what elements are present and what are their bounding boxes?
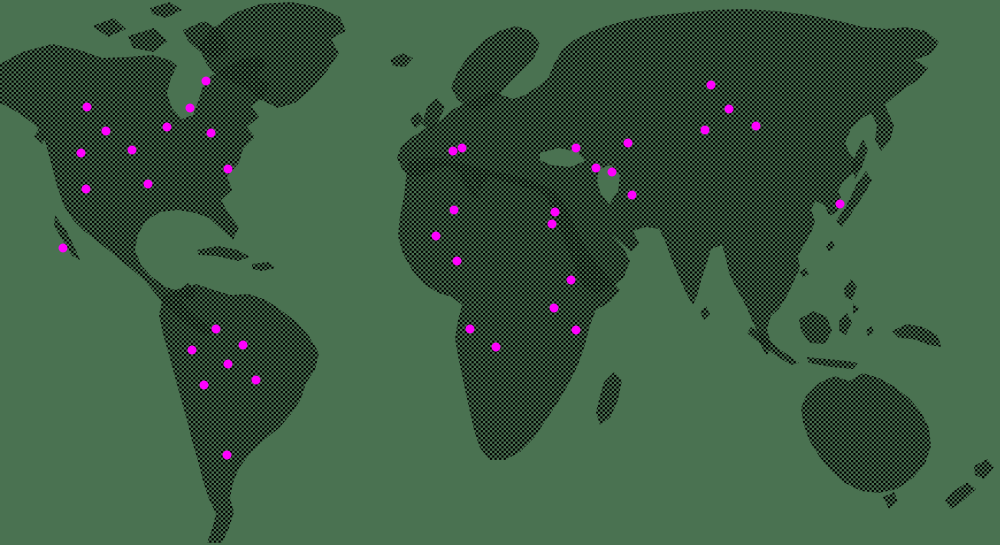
location-marker-north-america[interactable] (81, 184, 91, 194)
location-marker-north-america[interactable] (185, 103, 195, 113)
landmass-new-zealand (945, 459, 994, 509)
location-marker-asia[interactable] (835, 199, 845, 209)
location-marker-asia[interactable] (700, 125, 710, 135)
location-marker-south-america[interactable] (251, 375, 261, 385)
landmass-africa (398, 157, 620, 460)
location-marker-asia[interactable] (627, 190, 637, 200)
location-marker-south-america[interactable] (187, 345, 197, 355)
location-marker-asia[interactable] (623, 138, 633, 148)
location-marker-africa[interactable] (449, 205, 459, 215)
landmass-scandinavia (451, 26, 540, 111)
location-marker-africa[interactable] (566, 275, 576, 285)
landmass-arctic-islands (92, 2, 229, 59)
location-marker-south-america[interactable] (222, 450, 232, 460)
location-marker-africa[interactable] (571, 325, 581, 335)
location-marker-europe[interactable] (457, 143, 467, 153)
location-marker-north-america[interactable] (76, 148, 86, 158)
location-marker-asia[interactable] (751, 121, 761, 131)
location-marker-north-america[interactable] (143, 179, 153, 189)
landmass-north-america (0, 44, 270, 336)
location-marker-asia[interactable] (706, 80, 716, 90)
landmass-vancouver-island (34, 130, 46, 144)
location-marker-europe[interactable] (448, 146, 458, 156)
location-marker-africa[interactable] (465, 324, 475, 334)
location-marker-north-america[interactable] (223, 164, 233, 174)
landmass-australia (801, 373, 931, 509)
landmass-iceland (390, 53, 413, 67)
location-marker-asia[interactable] (607, 167, 617, 177)
location-marker-africa[interactable] (491, 342, 501, 352)
location-marker-middle-east[interactable] (550, 207, 560, 217)
landmass-indonesia (747, 279, 874, 369)
location-marker-north-america[interactable] (127, 145, 137, 155)
location-marker-north-america[interactable] (82, 102, 92, 112)
location-marker-south-america[interactable] (199, 380, 209, 390)
location-marker-north-america[interactable] (162, 122, 172, 132)
landmass-south-america (159, 284, 319, 543)
location-marker-asia[interactable] (571, 143, 581, 153)
location-marker-south-america[interactable] (211, 324, 221, 334)
landmass-new-guinea (892, 324, 942, 347)
landmass-eurasia (397, 9, 939, 356)
location-marker-africa[interactable] (452, 256, 462, 266)
location-marker-asia[interactable] (724, 104, 734, 114)
landmass-baja (54, 215, 80, 260)
location-marker-north-america[interactable] (101, 126, 111, 136)
location-marker-middle-east[interactable] (547, 219, 557, 229)
location-marker-north-america[interactable] (58, 243, 68, 253)
location-marker-africa[interactable] (431, 231, 441, 241)
landmass-caribbean (197, 246, 276, 271)
location-marker-africa[interactable] (549, 303, 559, 313)
landmass-japan (836, 139, 872, 227)
location-marker-asia[interactable] (591, 163, 601, 173)
location-marker-north-america[interactable] (201, 76, 211, 86)
location-marker-south-america[interactable] (223, 359, 233, 369)
landmass-madagascar (596, 372, 622, 425)
location-marker-north-america[interactable] (206, 128, 216, 138)
location-marker-south-america[interactable] (238, 340, 248, 350)
